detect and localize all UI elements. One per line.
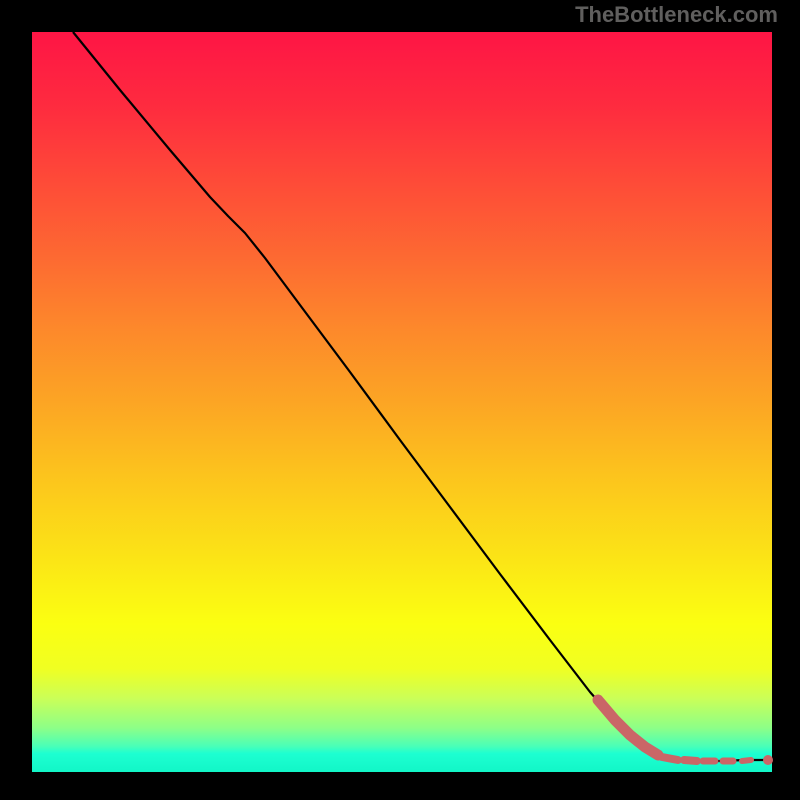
marker-end-dot (763, 755, 773, 765)
marker-dash (662, 757, 678, 760)
bottleneck-chart (0, 0, 800, 800)
marker-dash (742, 760, 751, 761)
watermark-text: TheBottleneck.com (575, 2, 778, 28)
plot-background (32, 32, 772, 772)
chart-container: TheBottleneck.com (0, 0, 800, 800)
marker-dash (684, 760, 697, 761)
